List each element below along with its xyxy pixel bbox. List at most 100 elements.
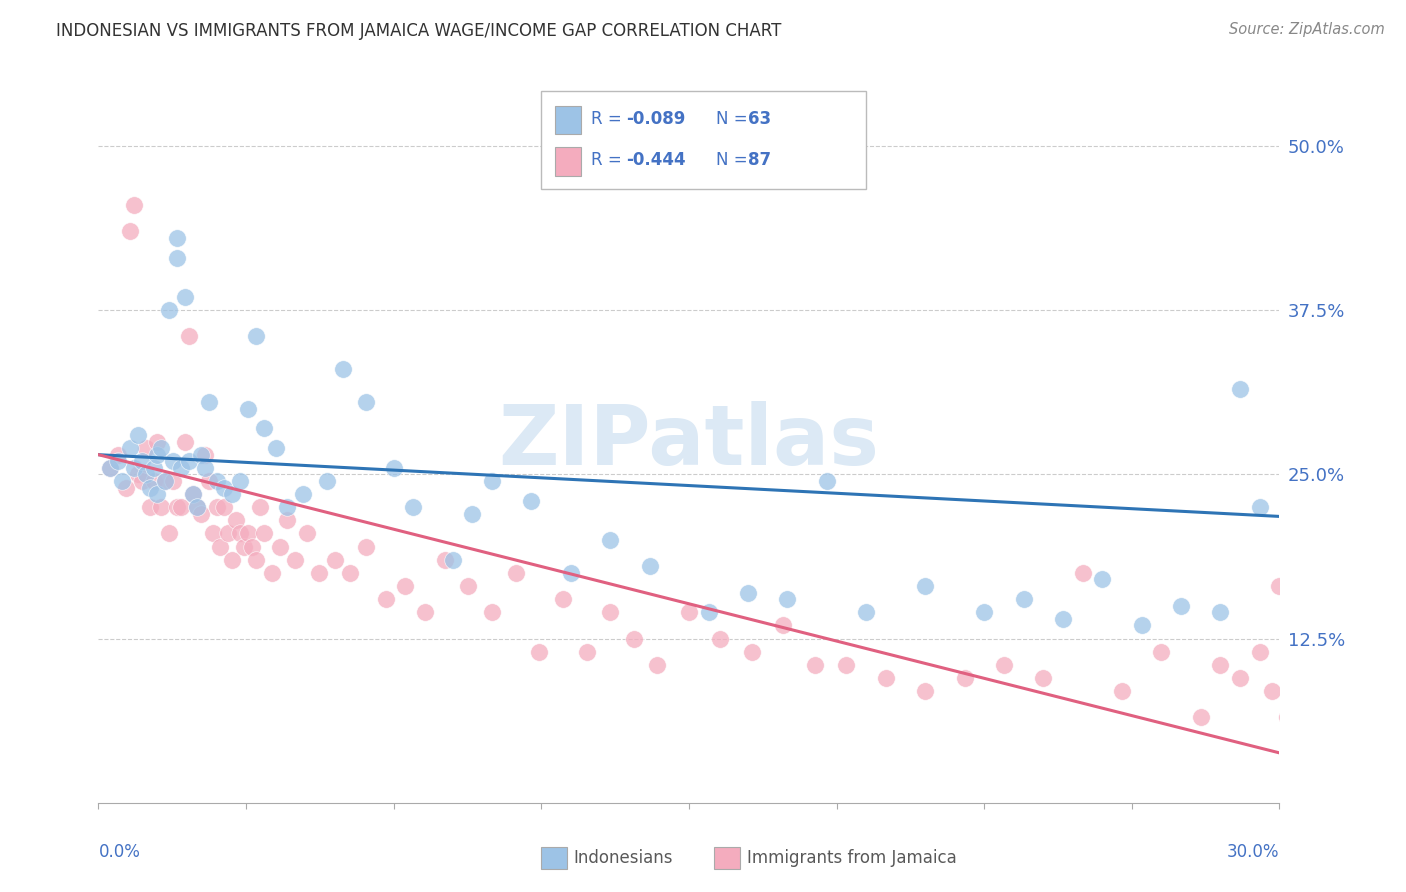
Point [441,553,464,567]
Point [214,500,236,515]
Point [174,290,197,304]
Point [1091,573,1114,587]
Point [1071,566,1094,580]
Point [138,500,160,515]
Point [505,566,527,580]
Point [260,566,283,580]
Point [1323,737,1346,751]
Point [221,553,243,567]
Point [131,454,153,468]
Point [157,303,180,318]
Text: N =: N = [716,110,754,128]
Point [186,500,208,515]
Point [1209,657,1232,672]
Point [1209,605,1232,619]
Point [111,474,134,488]
Point [481,474,503,488]
Point [520,493,543,508]
Point [236,401,259,416]
Point [264,441,287,455]
Point [217,526,239,541]
Point [166,251,188,265]
Point [308,566,330,580]
Point [332,362,354,376]
Point [815,474,838,488]
Point [1032,671,1054,685]
Point [225,513,247,527]
Point [174,434,197,449]
Point [135,441,157,455]
FancyBboxPatch shape [555,147,582,176]
Point [1052,612,1074,626]
Point [402,500,425,515]
Point [953,671,976,685]
Point [155,474,177,488]
Point [1229,382,1251,396]
Text: N =: N = [716,151,754,169]
Point [855,605,877,619]
Point [875,671,897,685]
Point [150,441,173,455]
Point [457,579,479,593]
Point [98,460,121,475]
Point [678,605,700,619]
Point [914,579,936,593]
Point [177,329,200,343]
Point [709,632,731,646]
Point [804,657,827,672]
Point [209,540,232,554]
Point [177,454,200,468]
Point [146,434,169,449]
Point [186,500,208,515]
Point [162,454,184,468]
Point [146,487,169,501]
Point [157,526,180,541]
Point [1170,599,1192,613]
Point [205,474,228,488]
Text: Immigrants from Jamaica: Immigrants from Jamaica [747,849,956,867]
Point [155,474,177,488]
Point [551,592,574,607]
Point [354,540,377,554]
Point [249,500,271,515]
Text: R =: R = [591,110,627,128]
Point [394,579,416,593]
Point [229,474,252,488]
Point [295,526,318,541]
Point [575,645,598,659]
Text: 0.0%: 0.0% [98,843,141,861]
Point [122,198,145,212]
Point [323,553,346,567]
Point [1292,723,1315,738]
Point [374,592,396,607]
Point [741,645,763,659]
Point [253,421,276,435]
Point [1308,671,1330,685]
Point [1229,671,1251,685]
Point [292,487,315,501]
Point [1249,645,1271,659]
Point [1249,500,1271,515]
Point [194,448,217,462]
Point [146,448,169,462]
FancyBboxPatch shape [555,105,582,135]
Point [647,657,669,672]
Point [382,460,405,475]
Point [127,428,149,442]
Text: 63: 63 [748,110,770,128]
Point [229,526,252,541]
Point [190,448,212,462]
Point [623,632,645,646]
Point [973,605,995,619]
Point [118,441,141,455]
Point [1130,618,1153,632]
Point [166,231,188,245]
Y-axis label: Wage/Income Gap: Wage/Income Gap [0,366,8,517]
Point [197,474,219,488]
Point [138,481,160,495]
Point [107,448,129,462]
Point [599,605,621,619]
Point [122,460,145,475]
Point [772,618,794,632]
Point [1150,645,1173,659]
